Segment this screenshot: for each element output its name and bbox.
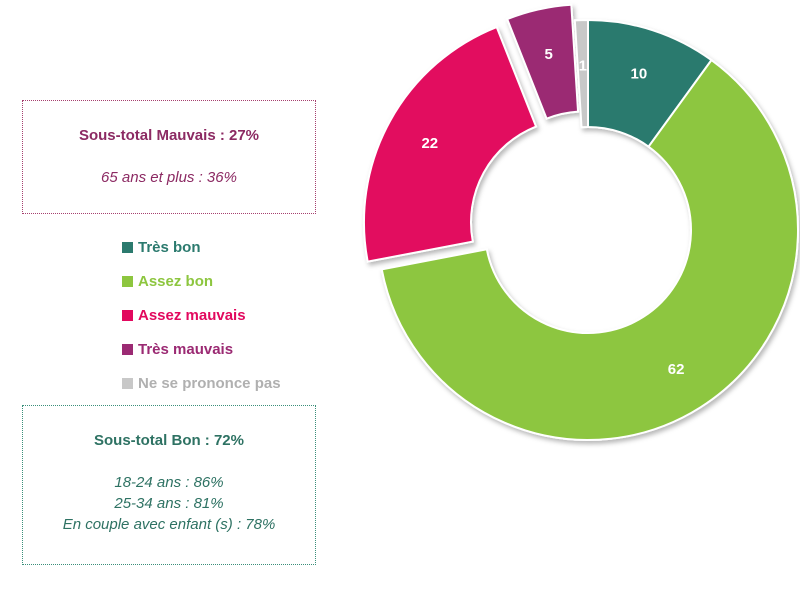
slice-assez-bon <box>380 58 799 441</box>
data-label: 5 <box>544 46 552 63</box>
data-label: 1 <box>579 58 587 75</box>
slice-tres-mauvais <box>505 3 580 120</box>
legend-label: Assez mauvais <box>138 306 246 324</box>
detail-line: 18-24 ans : 86% <box>114 474 224 491</box>
subtotal-mauvais-box: Sous-total Mauvais : 27% 65 ans et plus … <box>22 100 316 214</box>
legend-label: Très mauvais <box>138 340 234 358</box>
slice-ne-se-prononce-pas <box>573 18 589 129</box>
legend-item-tres-mauvais: Très mauvais <box>122 340 281 358</box>
detail-line: 25-34 ans : 81% <box>114 495 224 512</box>
legend-item-ne-se-prononce-pas: Ne se prononce pas <box>122 374 281 392</box>
subtotal-bon-title: Sous-total Bon : 72% <box>93 432 244 449</box>
detail-line: En couple avec enfant (s) : 78% <box>62 516 276 533</box>
legend-item-tres-bon: Très bon <box>122 238 281 256</box>
legend-label: Ne se prononce pas <box>138 374 281 392</box>
subtotal-mauvais-title: Sous-total Mauvais : 27% <box>78 127 260 144</box>
legend-label: Très bon <box>138 238 201 256</box>
legend-swatch <box>122 275 133 287</box>
data-label: 62 <box>668 361 685 378</box>
chart-legend: Très bon Assez bon Assez mauvais Très ma… <box>122 238 281 392</box>
subtotal-bon-details: 18-24 ans : 86% 25-34 ans : 81% En coupl… <box>23 472 315 535</box>
legend-label: Assez bon <box>138 272 214 290</box>
legend-swatch <box>122 377 133 389</box>
legend-swatch <box>122 241 133 253</box>
legend-item-assez-mauvais: Assez mauvais <box>122 306 281 324</box>
subtotal-bon-box: Sous-total Bon : 72% 18-24 ans : 86% 25-… <box>22 405 316 565</box>
donut-chart: 10 62 22 5 1 <box>363 3 799 441</box>
detail-line: 65 ans et plus : 36% <box>101 169 237 186</box>
legend-swatch <box>122 309 133 321</box>
subtotal-mauvais-details: 65 ans et plus : 36% <box>23 167 315 188</box>
legend-item-assez-bon: Assez bon <box>122 272 281 290</box>
data-label: 10 <box>630 66 647 83</box>
legend-swatch <box>122 343 133 355</box>
data-label: 22 <box>421 135 438 152</box>
slice-assez-mauvais <box>363 25 538 263</box>
